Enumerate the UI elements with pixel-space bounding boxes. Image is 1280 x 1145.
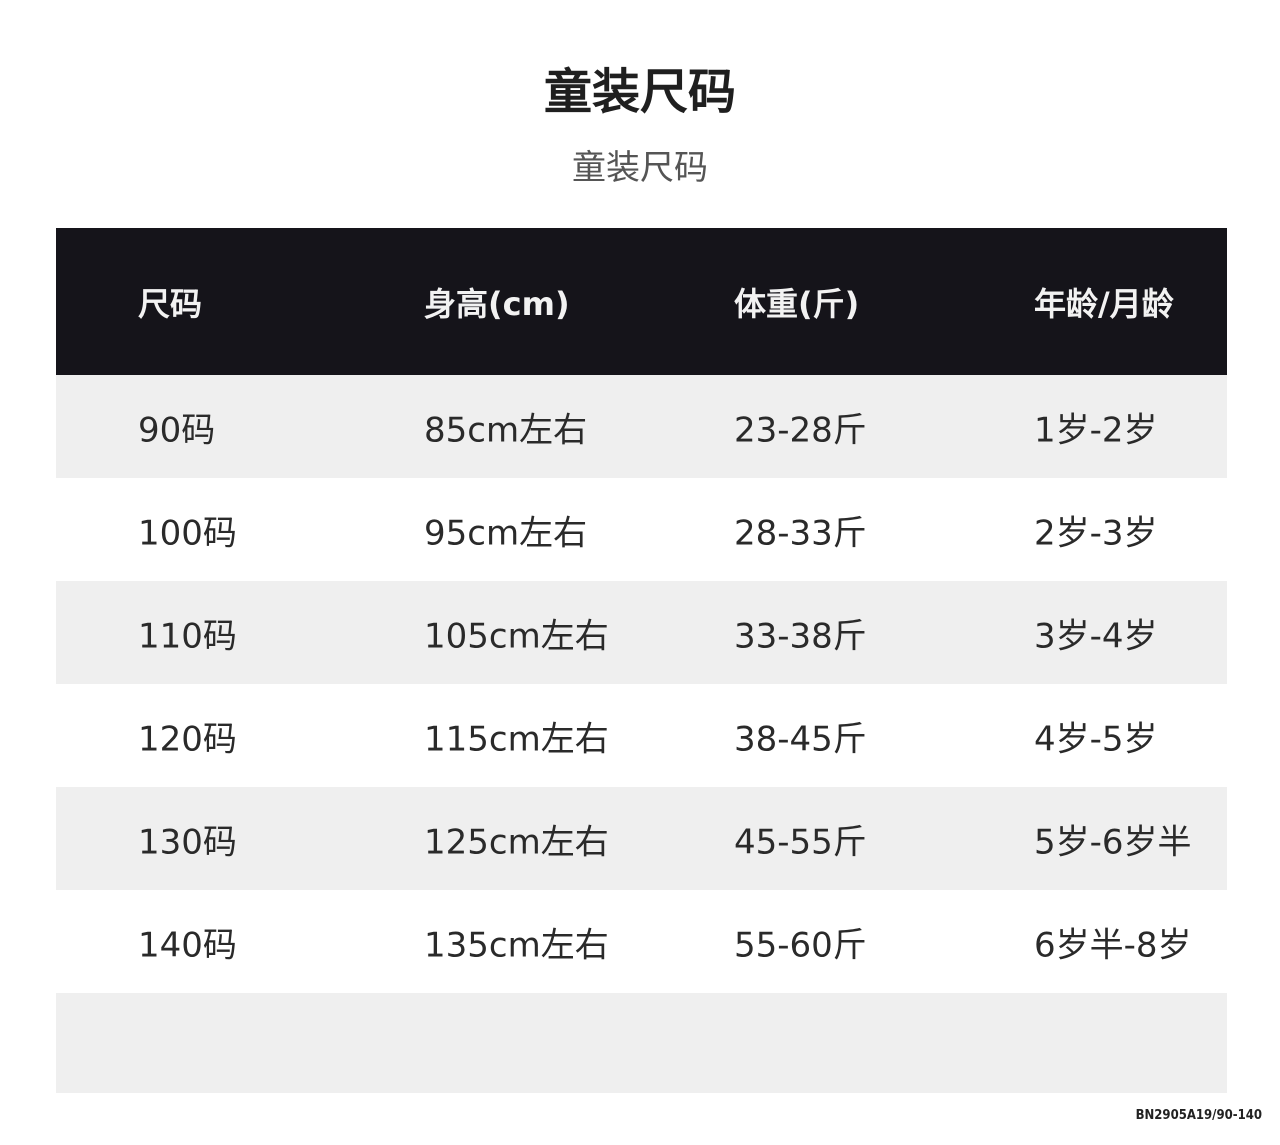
cell-weight: 33-38斤 xyxy=(734,616,867,656)
header-age: 年龄/月龄 xyxy=(1034,284,1174,323)
cell-weight: 45-55斤 xyxy=(734,822,867,862)
table-row: 130码 125cm左右 45-55斤 5岁-6岁半 xyxy=(56,787,1227,890)
cell-age: 6岁半-8岁 xyxy=(1034,925,1192,965)
cell-height: 95cm左右 xyxy=(424,513,588,553)
table-row: 110码 105cm左右 33-38斤 3岁-4岁 xyxy=(56,581,1227,684)
header-size: 尺码 xyxy=(138,284,203,323)
size-table: 尺码 身高(cm) 体重(斤) 年龄/月龄 90码 85cm左右 23-28斤 1岁-… xyxy=(56,228,1227,1093)
empty-row xyxy=(56,993,1227,1093)
cell-height: 105cm左右 xyxy=(424,616,609,656)
page-subtitle: 童装尺码 xyxy=(572,148,708,188)
cell-height: 135cm左右 xyxy=(424,925,609,965)
cell-size: 90码 xyxy=(138,410,216,450)
header-weight: 体重(斤) xyxy=(734,284,860,323)
cell-size: 110码 xyxy=(138,616,237,656)
cell-age: 2岁-3岁 xyxy=(1034,513,1158,553)
cell-size: 100码 xyxy=(138,513,237,553)
cell-size: 130码 xyxy=(138,822,237,862)
cell-size: 120码 xyxy=(138,719,237,759)
cell-height: 85cm左右 xyxy=(424,410,588,450)
table-row: 90码 85cm左右 23-28斤 1岁-2岁 xyxy=(56,375,1227,478)
product-code: BN2905A19/90-140 xyxy=(1135,1108,1262,1123)
header-height: 身高(cm) xyxy=(424,284,570,323)
cell-weight: 38-45斤 xyxy=(734,719,867,759)
page-title: 童装尺码 xyxy=(543,64,736,120)
table-row: 140码 135cm左右 55-60斤 6岁半-8岁 xyxy=(56,890,1227,993)
table-row: 120码 115cm左右 38-45斤 4岁-5岁 xyxy=(56,684,1227,787)
cell-height: 115cm左右 xyxy=(424,719,609,759)
table-row: 100码 95cm左右 28-33斤 2岁-3岁 xyxy=(56,478,1227,581)
cell-height: 125cm左右 xyxy=(424,822,609,862)
cell-weight: 23-28斤 xyxy=(734,410,867,450)
cell-size: 140码 xyxy=(138,925,237,965)
cell-age: 3岁-4岁 xyxy=(1034,616,1158,656)
cell-weight: 28-33斤 xyxy=(734,513,867,553)
cell-age: 1岁-2岁 xyxy=(1034,410,1158,450)
cell-weight: 55-60斤 xyxy=(734,925,867,965)
table-header: 尺码 身高(cm) 体重(斤) 年龄/月龄 xyxy=(56,228,1227,375)
cell-age: 4岁-5岁 xyxy=(1034,719,1158,759)
cell-age: 5岁-6岁半 xyxy=(1034,822,1192,862)
